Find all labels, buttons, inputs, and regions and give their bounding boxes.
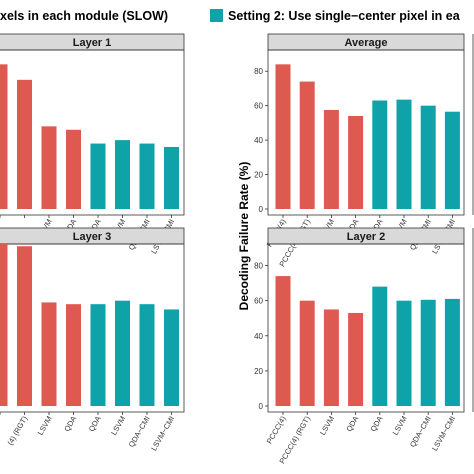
- bar: [66, 129, 81, 209]
- bar: [299, 81, 315, 209]
- y-tick-label: 60: [254, 102, 263, 111]
- y-tick-label: 20: [254, 171, 263, 180]
- x-tick-label: LSVM: [36, 415, 54, 437]
- bar: [90, 304, 106, 406]
- legend-item-2-swatch: [210, 9, 223, 22]
- panel-title: Layer 1: [73, 37, 112, 49]
- bar: [323, 309, 339, 406]
- bar: [420, 299, 436, 406]
- bar: [41, 126, 57, 209]
- y-tick-label: 80: [254, 67, 263, 76]
- bar: [164, 309, 179, 406]
- x-tick-label: QDA−CMI: [127, 415, 152, 449]
- bar: [115, 140, 130, 209]
- y-axis-label: Decoding Failure Rate (%): [237, 162, 251, 311]
- bar: [396, 300, 412, 406]
- panel-border: [267, 49, 465, 216]
- x-tick-label: QDA: [369, 415, 385, 434]
- panel-border: [267, 243, 465, 413]
- bar: [115, 300, 130, 406]
- y-tick-label: 0: [259, 205, 264, 214]
- panel-layer-3: Layer 3(4) (RGT) LSVM QDA QDA LSVM QDA−CMILSV…: [0, 227, 185, 453]
- bar: [139, 304, 155, 406]
- x-tick-label: PCCC(4): [265, 414, 288, 445]
- x-tick-label: QDA−CMI: [408, 415, 433, 449]
- bar: [372, 100, 388, 209]
- bar: [372, 286, 388, 406]
- x-tick-label: (4) (RGT): [5, 414, 29, 447]
- bar: [41, 302, 57, 406]
- y-tick-label: 0: [259, 402, 264, 411]
- legend: xels in each module (SLOW) Setting 2: Us…: [0, 9, 461, 23]
- panel-border: [0, 49, 185, 216]
- x-tick-label: QDA: [62, 415, 78, 434]
- legend-item-2-label: Setting 2: Use single−center pixel in ea: [228, 9, 461, 23]
- bar: [323, 109, 339, 209]
- bar: [139, 143, 155, 209]
- bar: [17, 79, 32, 209]
- x-tick-label: QDA: [87, 415, 103, 434]
- bar: [275, 276, 291, 406]
- y-tick-label: 40: [254, 332, 263, 341]
- x-tick-label: QDA: [344, 415, 360, 434]
- x-tick-label: LSVM−CMI: [430, 415, 457, 453]
- bar: [0, 244, 8, 406]
- x-tick-label: LSVM: [109, 415, 127, 437]
- bar: [275, 64, 291, 209]
- y-tick-label: 80: [254, 262, 263, 271]
- bar: [444, 111, 460, 209]
- y-tick-label: 60: [254, 297, 263, 306]
- bar: [348, 116, 364, 209]
- x-tick-label: LSVM: [391, 415, 409, 437]
- panel-title: Layer 2: [347, 231, 386, 243]
- bar: [420, 105, 436, 209]
- bar: [348, 312, 364, 406]
- x-tick-label: LSVM−CMI: [149, 415, 176, 453]
- bar: [66, 304, 81, 406]
- legend-item-1-label: xels in each module (SLOW): [0, 9, 168, 23]
- bar: [90, 143, 106, 209]
- x-tick-label: LSVM: [318, 415, 336, 437]
- y-tick-label: 20: [254, 367, 263, 376]
- bar: [299, 300, 315, 406]
- panel-border: [0, 243, 185, 413]
- bar: [164, 147, 179, 209]
- bar: [444, 298, 460, 406]
- panel-title: Layer 3: [73, 231, 112, 243]
- bar: [396, 99, 412, 209]
- bar: [0, 64, 8, 209]
- bar: [17, 246, 32, 406]
- y-tick-label: 40: [254, 136, 263, 145]
- panel-title: Average: [344, 37, 387, 49]
